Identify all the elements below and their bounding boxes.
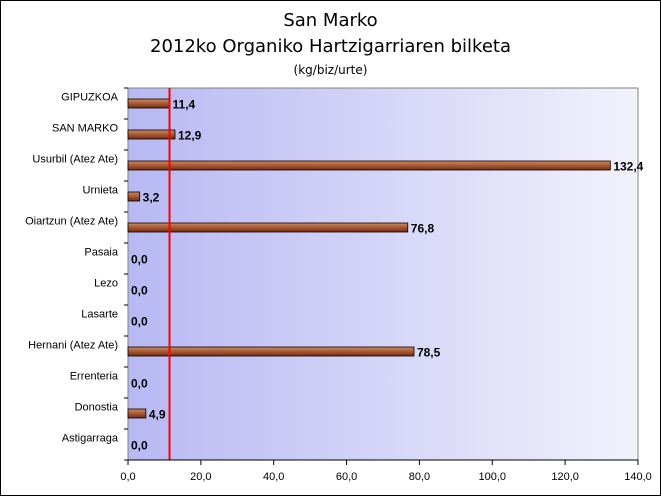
bar xyxy=(127,98,170,109)
x-tick-label: 40,0 xyxy=(263,471,284,483)
data-label: 0,0 xyxy=(131,377,148,391)
chart-title: San Marko xyxy=(283,10,378,31)
category-label: Urnieta xyxy=(83,185,119,197)
bar xyxy=(127,160,611,171)
data-label: 3,2 xyxy=(143,191,160,205)
category-label: Oiartzun (Atez Ate) xyxy=(25,216,118,228)
data-label: 76,8 xyxy=(411,222,435,236)
data-label: 0,0 xyxy=(131,315,148,329)
data-label: 132,4 xyxy=(613,160,643,174)
category-label: Lasarte xyxy=(81,309,118,321)
plot-area xyxy=(127,87,639,461)
data-label: 0,0 xyxy=(131,284,148,298)
category-label: SAN MARKO xyxy=(52,123,118,135)
category-label: Hernani (Atez Ate) xyxy=(28,340,118,352)
chart-units: (kg/biz/urte) xyxy=(293,63,368,77)
chart-subtitle: 2012ko Organiko Hartzigarriaren bilketa xyxy=(150,36,511,57)
bar xyxy=(127,408,147,419)
category-label: Errenteria xyxy=(70,371,119,383)
x-tick-label: 0,0 xyxy=(120,471,135,483)
data-label: 12,9 xyxy=(178,129,202,143)
x-tick-label: 60,0 xyxy=(336,471,357,483)
bar xyxy=(127,191,141,202)
data-label: 0,0 xyxy=(131,439,148,453)
category-label: Astigarraga xyxy=(62,433,119,445)
data-label: 11,4 xyxy=(173,98,196,112)
data-label: 0,0 xyxy=(131,253,148,267)
x-tick-label: 80,0 xyxy=(409,471,430,483)
x-tick-label: 120,0 xyxy=(551,471,579,483)
x-tick-label: 140,0 xyxy=(624,471,652,483)
bar xyxy=(127,129,176,140)
bar xyxy=(127,346,415,357)
data-label: 78,5 xyxy=(417,346,441,360)
category-label: Donostia xyxy=(75,402,119,414)
x-tick-label: 100,0 xyxy=(479,471,507,483)
bar xyxy=(127,222,409,233)
category-label: Pasaia xyxy=(84,247,119,259)
category-label: Lezo xyxy=(94,278,118,290)
category-label: GIPUZKOA xyxy=(61,92,119,104)
data-label: 4,9 xyxy=(149,408,166,422)
category-label: Usurbil (Atez Ate) xyxy=(32,154,118,166)
x-tick-label: 20,0 xyxy=(190,471,211,483)
